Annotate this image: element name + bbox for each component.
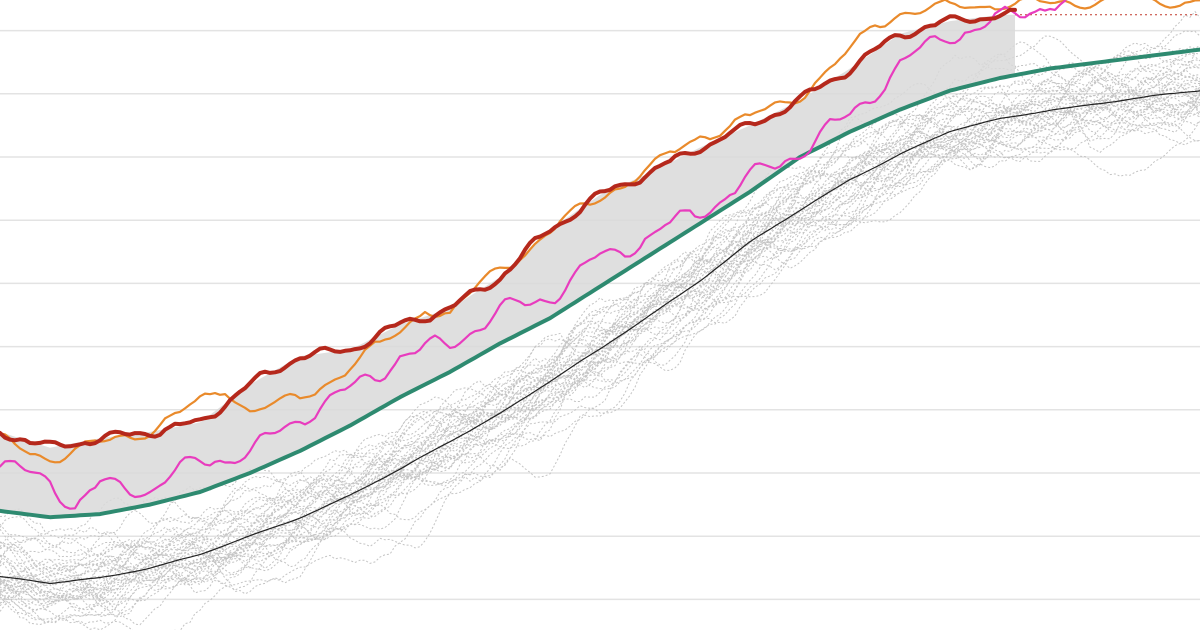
background-year-line xyxy=(0,71,1200,598)
background-year-line xyxy=(0,61,1200,577)
background-year-line xyxy=(0,72,1200,597)
range-band xyxy=(0,14,1200,518)
background-year-line xyxy=(0,75,1200,591)
background-year-line xyxy=(0,90,1200,626)
series-line-magenta xyxy=(0,0,1097,510)
background-year-line xyxy=(0,47,1200,596)
background-year-line xyxy=(0,101,1200,618)
background-year-line xyxy=(0,67,1200,604)
background-year-line xyxy=(0,50,1200,593)
background-year-line xyxy=(0,63,1200,582)
background-year-line xyxy=(0,106,1200,626)
background-year-line xyxy=(0,97,1200,606)
background-year-line xyxy=(0,81,1200,616)
background-year-line xyxy=(0,79,1200,618)
background-year-line xyxy=(0,136,1200,630)
background-year-line xyxy=(0,66,1200,592)
series-line-median xyxy=(0,90,1200,585)
series-line-current xyxy=(0,7,1017,449)
background-year-line xyxy=(0,104,1200,621)
background-year-line xyxy=(0,88,1200,593)
background-year-line xyxy=(0,94,1200,612)
background-year-lines xyxy=(0,10,1200,630)
background-year-line xyxy=(0,77,1200,616)
background-year-line xyxy=(0,93,1200,611)
series-line-mean xyxy=(0,47,1200,520)
background-year-line xyxy=(0,63,1200,593)
background-year-line xyxy=(0,70,1200,584)
range-band-area xyxy=(0,14,1015,518)
background-year-line xyxy=(0,66,1200,594)
background-year-line xyxy=(0,87,1200,611)
series-lines xyxy=(0,0,1200,585)
background-year-line xyxy=(0,76,1200,601)
background-year-line xyxy=(0,88,1200,605)
background-year-line xyxy=(0,58,1200,585)
